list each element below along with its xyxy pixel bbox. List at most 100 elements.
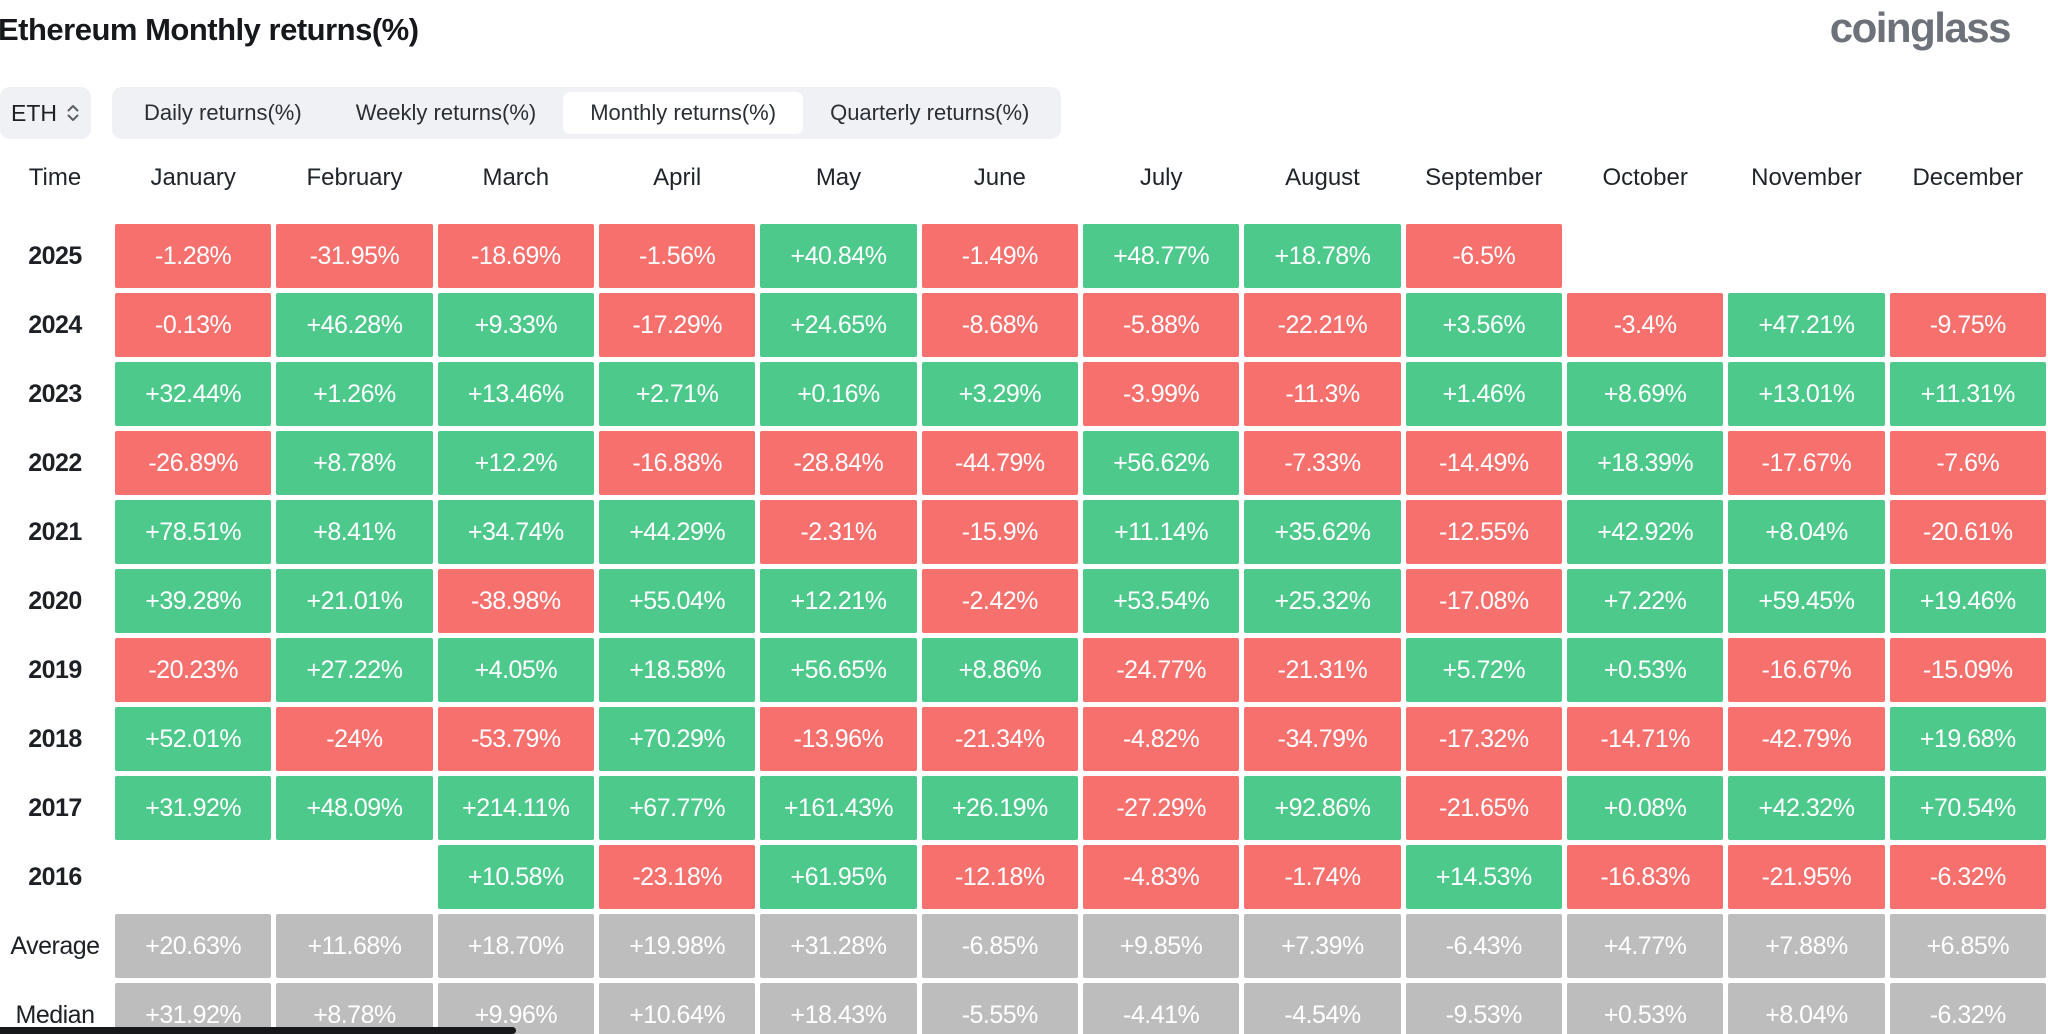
return-cell: -0.13% — [115, 293, 272, 357]
column-header-time: Time — [28, 164, 82, 191]
return-cell: -26.89% — [115, 431, 272, 495]
return-cell: +25.32% — [1244, 569, 1401, 633]
symbol-select[interactable]: ETH — [0, 87, 91, 139]
column-header-april: April — [653, 164, 702, 191]
return-cell: +18.78% — [1244, 224, 1401, 288]
return-cell: +5.72% — [1405, 638, 1562, 702]
return-cell: +10.64% — [598, 983, 756, 1034]
return-cell: +12.21% — [760, 569, 917, 633]
return-cell: +31.28% — [760, 914, 917, 978]
return-cell: +40.84% — [760, 224, 917, 288]
return-cell: +0.53% — [1566, 638, 1724, 702]
return-cell: +21.01% — [276, 569, 433, 633]
return-cell: +19.98% — [598, 914, 756, 978]
return-cell: -14.71% — [1566, 707, 1724, 771]
horizontal-scrollbar[interactable] — [0, 1027, 516, 1034]
return-cell: -16.67% — [1728, 638, 1885, 702]
return-cell: -18.69% — [437, 224, 594, 288]
empty-cell — [115, 845, 271, 909]
row-label-2016: 2016 — [28, 862, 82, 891]
column-header-june: June — [973, 164, 1026, 191]
row-label-2017: 2017 — [28, 793, 82, 822]
return-cell: -5.88% — [1082, 293, 1240, 357]
return-cell: -42.79% — [1728, 707, 1885, 771]
return-cell: -4.82% — [1082, 707, 1240, 771]
return-cell: -12.55% — [1405, 500, 1562, 564]
row-label-2022: 2022 — [28, 448, 82, 477]
column-header-july: July — [1139, 164, 1183, 191]
row-label-2025: 2025 — [28, 241, 82, 270]
return-cell: +10.58% — [437, 845, 594, 909]
return-cell: +4.05% — [437, 638, 594, 702]
return-cell: -1.28% — [115, 224, 272, 288]
return-cell: +18.43% — [760, 983, 917, 1034]
return-cell: +42.32% — [1728, 776, 1885, 840]
row-label-2024: 2024 — [28, 310, 82, 339]
return-cell: +8.69% — [1566, 362, 1724, 426]
return-cell: +14.53% — [1405, 845, 1562, 909]
return-cell: +55.04% — [598, 569, 756, 633]
return-cell: -17.32% — [1405, 707, 1562, 771]
column-header-may: May — [815, 164, 862, 191]
tab-monthly-returns[interactable]: Monthly returns(%) — [563, 92, 804, 134]
tab-daily-returns[interactable]: Daily returns(%) — [117, 92, 329, 134]
return-cell: -20.61% — [1889, 500, 2046, 564]
return-cell: -24% — [276, 707, 433, 771]
return-cell: +61.95% — [760, 845, 917, 909]
row-label-2021: 2021 — [28, 517, 82, 546]
return-cell: +12.2% — [437, 431, 594, 495]
row-label-2020: 2020 — [28, 586, 82, 615]
return-cell: -22.21% — [1244, 293, 1401, 357]
return-cell: +8.86% — [921, 638, 1078, 702]
return-cell: +2.71% — [598, 362, 756, 426]
return-cell: +8.78% — [276, 431, 433, 495]
row-label-2023: 2023 — [28, 379, 82, 408]
empty-cell — [1567, 224, 1723, 288]
return-cell: +0.53% — [1566, 983, 1724, 1034]
column-header-february: February — [306, 164, 403, 191]
return-cell: +161.43% — [760, 776, 917, 840]
return-cell: -5.55% — [921, 983, 1078, 1034]
return-cell: +1.26% — [276, 362, 433, 426]
return-cell: -6.5% — [1405, 224, 1562, 288]
return-cell: -17.67% — [1728, 431, 1885, 495]
return-cell: -23.18% — [598, 845, 756, 909]
return-cell: -9.53% — [1405, 983, 1562, 1034]
return-cell: -6.43% — [1405, 914, 1562, 978]
return-cell: +0.08% — [1566, 776, 1724, 840]
tab-weekly-returns[interactable]: Weekly returns(%) — [329, 92, 564, 134]
row-label-median: Median — [15, 1000, 96, 1029]
return-cell: -7.33% — [1244, 431, 1401, 495]
column-header-september: September — [1425, 164, 1543, 191]
return-cell: -11.3% — [1244, 362, 1401, 426]
return-cell: -8.68% — [921, 293, 1078, 357]
return-cell: +92.86% — [1244, 776, 1401, 840]
return-cell: -15.9% — [921, 500, 1078, 564]
empty-cell — [1728, 224, 1884, 288]
return-cell: +48.77% — [1082, 224, 1240, 288]
empty-cell — [276, 845, 432, 909]
select-updown-icon — [66, 104, 80, 122]
return-cell: +8.78% — [276, 983, 433, 1034]
return-cell: +47.21% — [1728, 293, 1885, 357]
return-cell: +24.65% — [760, 293, 917, 357]
return-cell: +7.22% — [1566, 569, 1724, 633]
column-header-january: January — [150, 164, 236, 191]
row-label-2018: 2018 — [28, 724, 82, 753]
return-cell: -4.83% — [1082, 845, 1240, 909]
return-cell: +48.09% — [276, 776, 433, 840]
return-cell: +11.31% — [1889, 362, 2046, 426]
return-cell: +52.01% — [115, 707, 272, 771]
column-header-august: August — [1285, 164, 1360, 191]
return-cell: -1.49% — [921, 224, 1078, 288]
return-cell: +7.88% — [1728, 914, 1885, 978]
tab-quarterly-returns[interactable]: Quarterly returns(%) — [803, 92, 1056, 134]
return-cell: -24.77% — [1082, 638, 1240, 702]
row-label-average: Average — [10, 931, 100, 960]
return-cell: -6.32% — [1889, 983, 2046, 1034]
return-cell: -21.65% — [1405, 776, 1562, 840]
return-cell: +19.68% — [1889, 707, 2046, 771]
return-cell: +56.62% — [1082, 431, 1240, 495]
monthly-returns-table: Time January February March April May June July… — [0, 155, 2046, 1034]
column-header-october: October — [1602, 164, 1688, 191]
